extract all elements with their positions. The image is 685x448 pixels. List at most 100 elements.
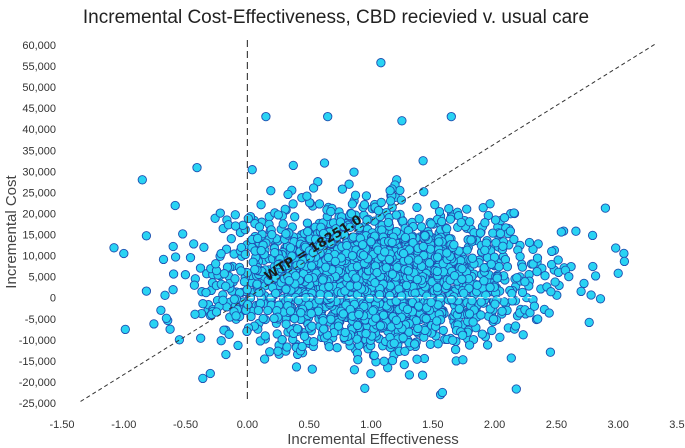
scatter-point <box>306 261 317 271</box>
scatter-point <box>216 336 226 346</box>
y-tick-label: -15,000 <box>19 356 56 368</box>
scatter-point <box>307 321 317 331</box>
scatter-point <box>250 264 260 275</box>
scatter-point <box>120 324 130 335</box>
scatter-point <box>546 287 556 297</box>
scatter-point <box>387 355 398 366</box>
scatter-point <box>349 167 359 177</box>
scatter-point <box>494 262 504 272</box>
scatter-point <box>520 277 530 287</box>
y-tick-label: 15,000 <box>22 230 56 242</box>
scatter-point <box>497 306 507 316</box>
scatter-point <box>350 190 361 200</box>
scatter-point <box>307 364 317 374</box>
scatter-point <box>359 200 370 210</box>
scatter-point <box>174 335 185 345</box>
scatter-point <box>495 228 506 239</box>
scatter-point <box>221 281 231 291</box>
scatter-point <box>314 199 325 209</box>
scatter-point <box>584 317 594 328</box>
scatter-point <box>480 218 490 228</box>
scatter-point <box>459 288 469 298</box>
scatter-point <box>303 273 314 284</box>
scatter-point <box>243 213 253 224</box>
y-tick-label: -20,000 <box>19 377 56 389</box>
scatter-point <box>230 274 240 284</box>
scatter-point <box>178 229 188 239</box>
scatter-point <box>400 346 410 356</box>
plot-area: WTP = 18251.0 <box>80 40 656 403</box>
scatter-point <box>540 271 550 281</box>
y-tick-label: 55,000 <box>22 61 56 73</box>
scatter-point <box>366 369 376 379</box>
points-layer <box>109 58 630 400</box>
scatter-point <box>438 325 448 336</box>
scatter-point <box>352 320 363 331</box>
scatter-point <box>285 306 296 316</box>
scatter-point <box>296 308 306 318</box>
scatter-point <box>256 245 266 256</box>
scatter-point <box>442 224 452 234</box>
x-tick-label: -1.00 <box>111 419 136 431</box>
scatter-point <box>366 237 376 247</box>
scatter-point <box>190 309 200 319</box>
scatter-point <box>168 269 179 279</box>
scatter-point <box>288 160 298 171</box>
scatter-point <box>532 253 543 263</box>
y-tick-label: 35,000 <box>22 145 56 157</box>
scatter-point <box>346 209 357 219</box>
scatter-point <box>168 285 178 295</box>
scatter-point <box>358 240 368 250</box>
scatter-point <box>446 111 456 122</box>
scatter-point <box>462 204 472 214</box>
scatter-point <box>419 187 429 197</box>
scatter-point <box>619 256 630 267</box>
scatter-point <box>284 276 294 286</box>
scatter-point <box>170 200 180 211</box>
scatter-point <box>464 340 475 350</box>
scatter-point <box>472 280 482 290</box>
scatter-point <box>236 242 247 253</box>
scatter-point <box>349 365 360 375</box>
scatter-point <box>619 248 629 259</box>
scatter-point <box>488 314 499 324</box>
scatter-point <box>318 275 328 285</box>
scatter-point <box>430 200 440 210</box>
scatter-point <box>533 314 543 324</box>
scatter-point <box>224 329 234 339</box>
scatter-point <box>160 290 170 300</box>
scatter-point <box>273 210 283 220</box>
scatter-point <box>318 316 328 326</box>
scatter-point <box>450 344 461 355</box>
scatter-point <box>347 199 358 209</box>
scatter-point <box>467 253 478 263</box>
scatter-point <box>505 226 516 236</box>
scatter-point <box>467 296 477 306</box>
scatter-point <box>432 316 442 326</box>
scatter-point <box>309 337 319 347</box>
scatter-point <box>480 245 490 255</box>
scatter-point <box>361 191 372 201</box>
scatter-point <box>277 335 287 345</box>
scatter-point <box>579 278 589 289</box>
y-tick-label: -5,000 <box>25 314 56 326</box>
scatter-point <box>302 191 312 201</box>
scatter-point <box>544 308 554 318</box>
y-tick-label: 40,000 <box>22 124 56 136</box>
scatter-point <box>352 334 362 344</box>
scatter-point <box>281 229 291 239</box>
scatter-point <box>498 241 508 251</box>
scatter-point <box>141 286 152 296</box>
scatter-point <box>342 240 352 251</box>
y-tick-label: 45,000 <box>22 103 56 115</box>
scatter-point <box>457 274 467 284</box>
x-tick-label: 3.50 <box>669 419 685 431</box>
scatter-point <box>332 232 342 242</box>
scatter-point <box>432 282 442 293</box>
scatter-point <box>199 242 209 252</box>
scatter-point <box>374 289 385 300</box>
scatter-point <box>261 111 271 122</box>
scatter-point <box>490 215 501 225</box>
scatter-point <box>299 331 310 341</box>
scatter-point <box>189 239 199 249</box>
